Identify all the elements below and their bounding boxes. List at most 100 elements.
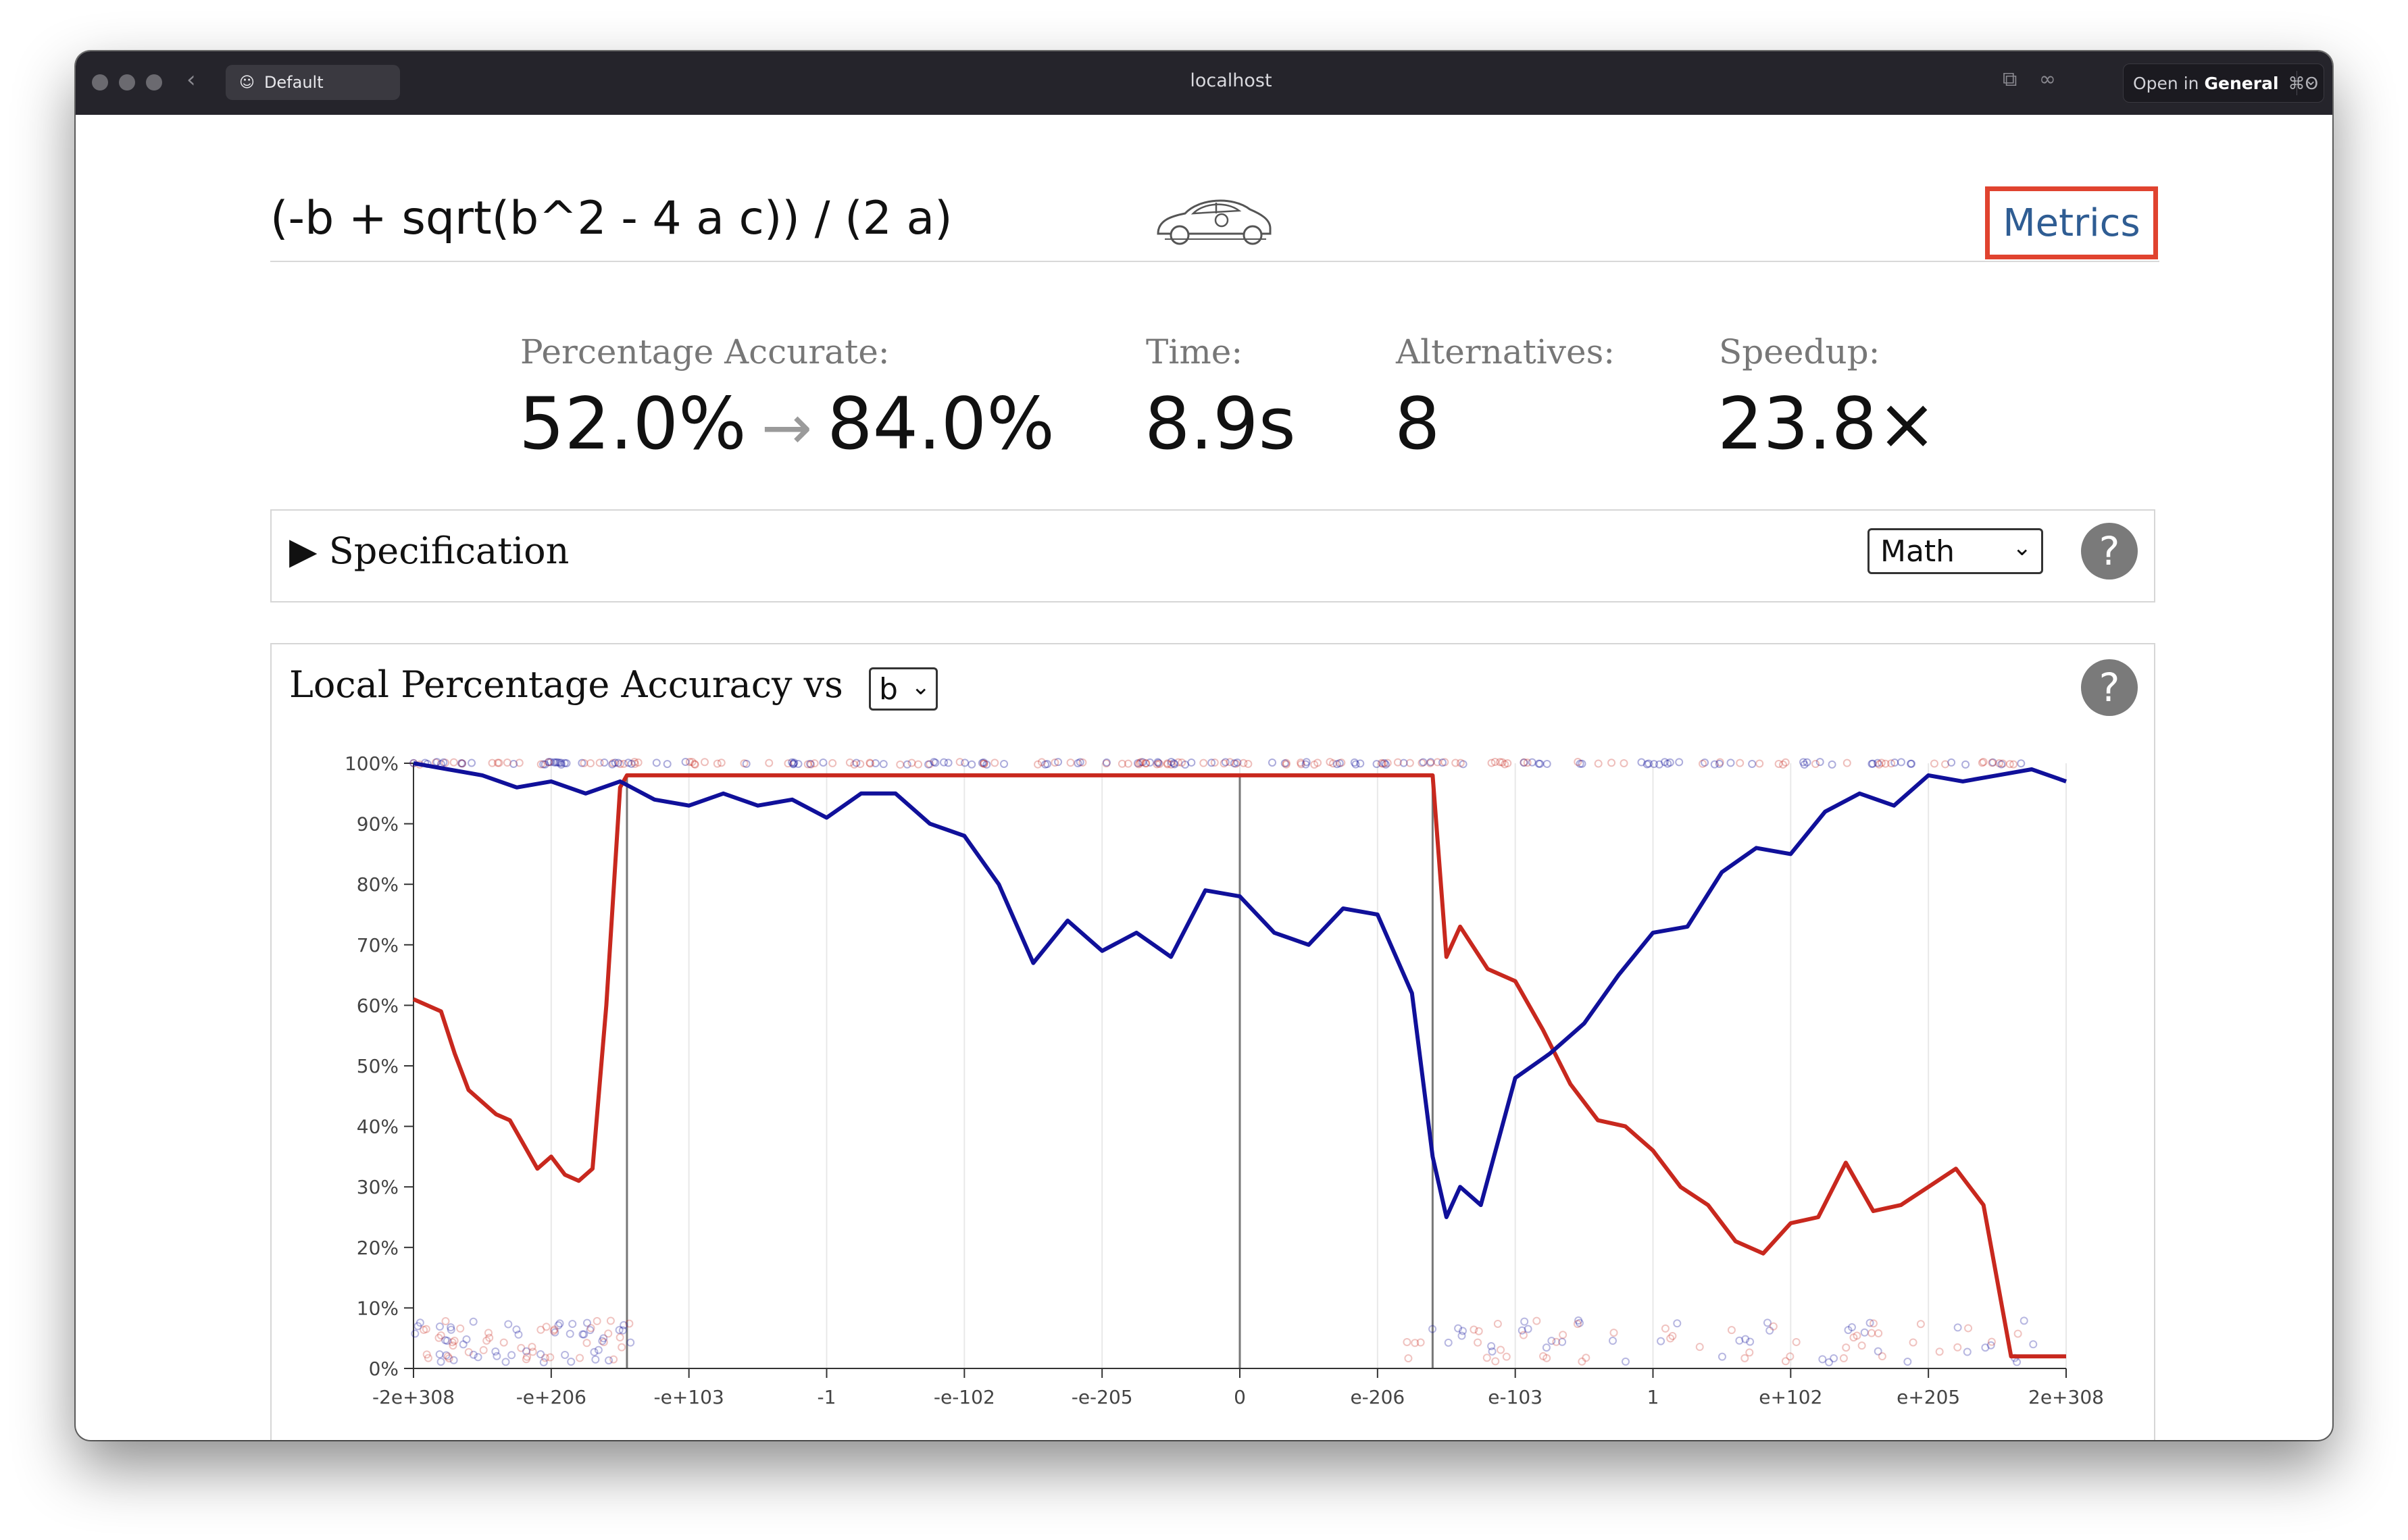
specification-help-button[interactable]: ? bbox=[2081, 523, 2138, 580]
sample-point bbox=[1811, 760, 1820, 769]
accuracy-panel: 0% 10% 20% 30% 40% 50% 60% 70% 80% 90% 100% -2e+308… bbox=[270, 643, 2155, 1440]
sample-point bbox=[599, 1338, 608, 1347]
sample-point bbox=[469, 1350, 478, 1359]
zoom-window-icon[interactable] bbox=[146, 74, 162, 91]
accuracy-help-button[interactable]: ? bbox=[2081, 659, 2138, 716]
sample-point bbox=[528, 1343, 536, 1352]
sample-point bbox=[1558, 1337, 1567, 1346]
sample-point bbox=[1207, 759, 1216, 767]
sample-point bbox=[550, 1325, 559, 1334]
metrics-link[interactable]: Metrics bbox=[1985, 186, 2158, 259]
sample-point bbox=[1552, 1337, 1561, 1346]
sample-point bbox=[627, 759, 636, 768]
format-select[interactable]: Math ⌄ bbox=[1867, 528, 2043, 574]
speedup-value: 23.8× bbox=[1717, 382, 1937, 465]
variable-select[interactable]: b ⌄ bbox=[869, 667, 938, 711]
sample-point bbox=[1559, 1331, 1567, 1339]
sample-point bbox=[1607, 759, 1616, 767]
car-logo-icon bbox=[1157, 199, 1272, 245]
sample-point bbox=[1393, 758, 1402, 767]
sample-point bbox=[1490, 758, 1499, 767]
sample-point bbox=[1378, 759, 1387, 768]
sample-point bbox=[903, 760, 911, 769]
minimize-window-icon[interactable] bbox=[119, 74, 135, 91]
sample-point bbox=[1037, 758, 1046, 767]
sample-point bbox=[1520, 758, 1528, 767]
sample-point bbox=[1482, 1354, 1491, 1362]
y-tick-label: 100% bbox=[345, 752, 399, 775]
variable-select-value: b bbox=[879, 671, 898, 707]
sample-point bbox=[441, 1317, 450, 1326]
sample-point bbox=[1534, 759, 1543, 768]
sample-point bbox=[1000, 759, 1009, 768]
open-in-button[interactable]: Open in General ⌘O ⌄ bbox=[2123, 63, 2324, 103]
sample-point bbox=[441, 1336, 450, 1345]
sample-point bbox=[1710, 760, 1719, 769]
sample-point bbox=[618, 1326, 627, 1335]
sample-point bbox=[1501, 760, 1509, 769]
sample-point bbox=[681, 758, 690, 767]
sample-point bbox=[784, 759, 793, 768]
sample-point bbox=[1491, 1357, 1500, 1366]
sample-point bbox=[458, 759, 467, 768]
sample-point bbox=[1673, 1319, 1682, 1328]
sample-point bbox=[501, 1358, 510, 1366]
sample-point bbox=[1930, 759, 1938, 768]
sample-point bbox=[1154, 759, 1163, 767]
sample-point bbox=[1220, 759, 1228, 768]
sample-point bbox=[1076, 758, 1084, 767]
open-in-shortcut: ⌘O bbox=[2288, 73, 2319, 93]
sample-point bbox=[1999, 759, 2007, 768]
sample-point bbox=[1440, 758, 1449, 767]
sample-point bbox=[990, 759, 999, 767]
sample-point bbox=[690, 760, 699, 769]
sample-point bbox=[1170, 759, 1178, 768]
sample-point bbox=[1326, 758, 1334, 767]
copy-link-icon[interactable]: ∞ bbox=[2039, 68, 2056, 91]
sample-point bbox=[583, 1318, 592, 1327]
sample-point bbox=[1444, 1338, 1453, 1347]
sample-point bbox=[600, 758, 609, 767]
sample-point bbox=[1620, 759, 1628, 767]
accuracy-value: 52.0% → 84.0% bbox=[519, 384, 1055, 464]
sample-point bbox=[980, 759, 988, 768]
sample-point bbox=[536, 1325, 545, 1334]
x-tick-label: -2e+308 bbox=[372, 1386, 455, 1408]
alternatives-label: Alternatives: bbox=[1396, 332, 1615, 371]
sample-point bbox=[1573, 1320, 1582, 1329]
sample-point bbox=[630, 758, 639, 767]
extension-icon[interactable]: ⧉ bbox=[2003, 68, 2017, 91]
header-divider bbox=[270, 261, 2159, 262]
sample-point bbox=[1457, 1331, 1466, 1340]
sample-point bbox=[1170, 760, 1179, 769]
sample-point bbox=[1622, 1357, 1630, 1366]
sample-point bbox=[560, 759, 569, 767]
profile-label: Default bbox=[264, 73, 324, 92]
sample-point bbox=[926, 760, 934, 769]
sample-point bbox=[517, 1343, 526, 1352]
x-tick-label: e-206 bbox=[1350, 1386, 1405, 1408]
y-tick-label: 10% bbox=[357, 1297, 399, 1319]
sample-point bbox=[1163, 759, 1172, 768]
sample-point bbox=[2017, 759, 2026, 768]
sample-point bbox=[788, 758, 797, 767]
sample-point bbox=[1438, 758, 1447, 767]
specification-toggle[interactable]: ▶ Specification bbox=[289, 530, 569, 572]
sample-point bbox=[1542, 1354, 1551, 1362]
y-tick-label: 70% bbox=[357, 934, 399, 956]
sample-point bbox=[1503, 759, 1512, 767]
sample-point bbox=[765, 759, 774, 767]
address-bar[interactable]: localhost bbox=[1190, 70, 1272, 91]
back-icon[interactable]: ‹ bbox=[186, 66, 196, 93]
sample-point bbox=[1210, 759, 1219, 767]
chevron-down-icon[interactable]: ⌄ bbox=[2305, 72, 2317, 89]
profile-button[interactable]: ☺ Default bbox=[226, 65, 400, 100]
sample-point bbox=[1523, 759, 1532, 767]
sample-point bbox=[578, 1330, 587, 1339]
close-window-icon[interactable] bbox=[92, 74, 108, 91]
sample-point bbox=[1786, 1352, 1795, 1361]
sample-point bbox=[609, 1355, 618, 1364]
sample-point bbox=[469, 1317, 478, 1326]
sample-point bbox=[968, 760, 976, 769]
sample-point bbox=[2013, 1358, 2022, 1366]
